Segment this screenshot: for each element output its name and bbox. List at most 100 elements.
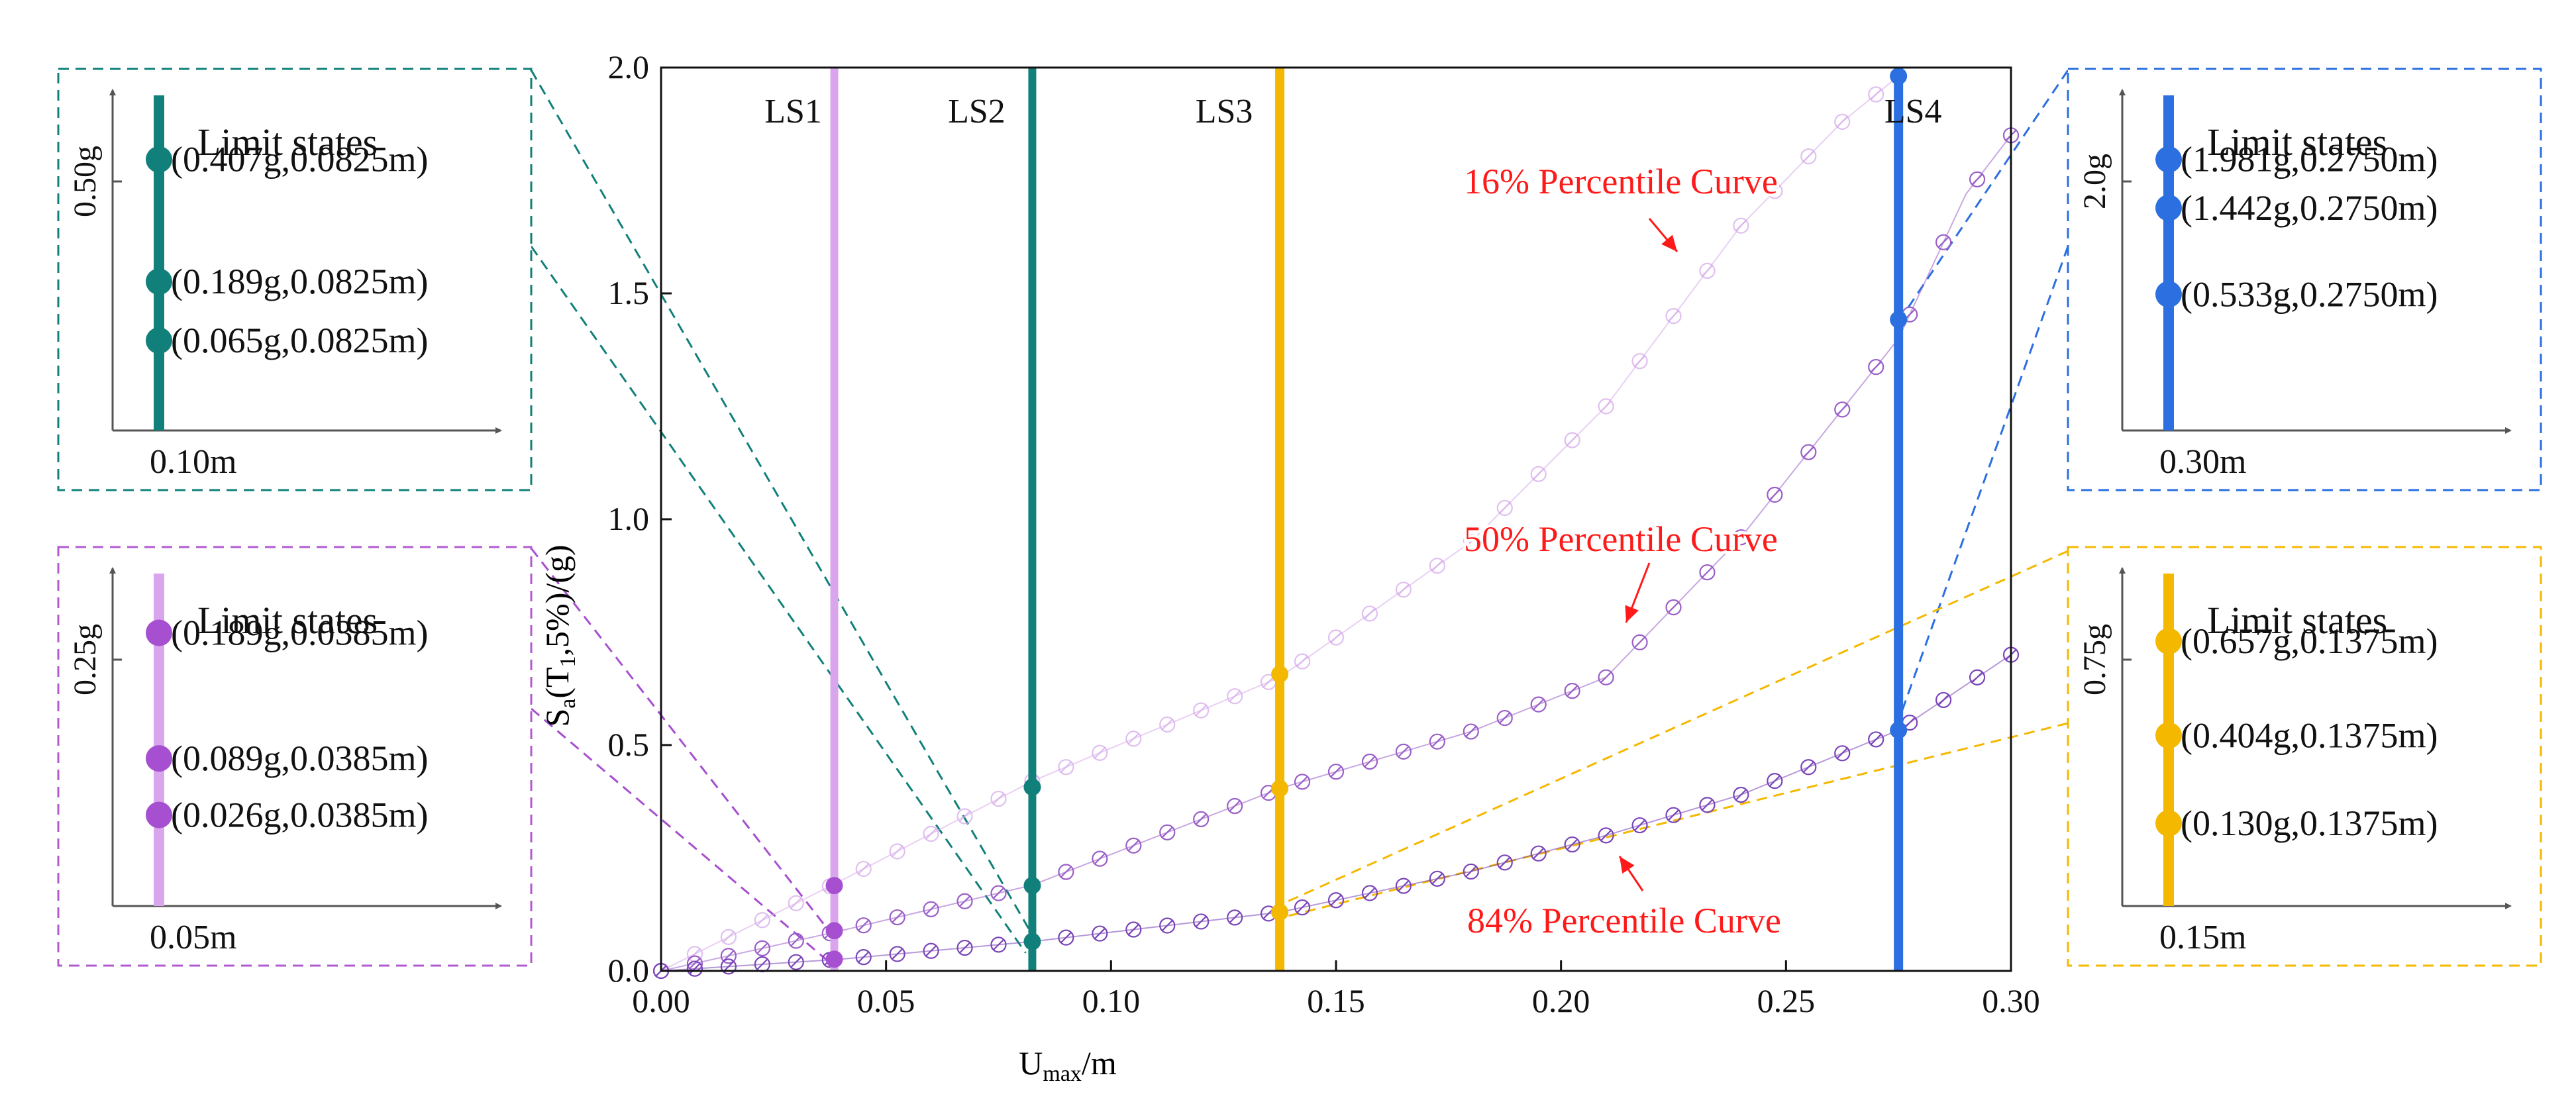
inset-ls2: 0.50g 0.10m Limit states(0.407g,0.0825m) (0… [57,68,533,491]
inset-y-tick-label: 2.0g [2077,154,2112,209]
limit-state-label-ls4: LS4 [1884,93,1942,130]
x-tick-label: 0.15 [1307,982,1365,1019]
data-point [788,954,804,970]
data-point-slash [1937,694,1949,706]
inset-connector-line [1900,246,2069,714]
inset-point-label: (0.189g,0.0825m) [171,262,428,301]
inset-title: Limit states [197,599,378,642]
data-point-slash [992,887,1005,899]
data-point [956,893,973,909]
data-point-slash [1296,776,1308,788]
data-point-slash [1667,310,1680,322]
data-point [1463,723,1479,740]
data-point [1767,486,1783,503]
data-point [990,885,1007,901]
data-point-slash [1566,685,1578,697]
data-point-slash [1735,219,1747,232]
data-point [1530,845,1547,862]
data-point-slash [1060,931,1072,944]
limit-state-point [825,877,843,895]
data-point [1227,688,1243,705]
inset-ls4: 2.0g 0.30m Limit states(1.981g,0.2750m) (1.… [2067,68,2542,491]
inset-y-tick-label: 0.50g [68,146,103,217]
inset-frame [2067,68,2542,491]
inset-point [146,801,172,829]
data-point [923,825,939,842]
x-tick-label: 0.30 [1982,982,2040,1019]
data-point [1800,759,1817,776]
data-point [720,948,737,964]
inset-frame [57,68,533,491]
inset-x-tick-label: 0.10m [150,443,236,481]
data-point [956,939,973,956]
data-point-slash [1094,927,1106,940]
data-point [1496,854,1513,871]
y-tick-label: 1.5 [608,274,650,311]
data-point-slash [891,948,903,960]
data-point-slash [1600,400,1612,413]
data-point-slash [1060,761,1072,773]
data-point [1159,824,1176,840]
data-point-slash [1161,919,1174,932]
curve-arrow-head [1620,856,1635,874]
data-point [1564,683,1580,699]
data-point-slash [1229,911,1241,924]
data-point [1598,669,1614,685]
data-point-slash [1161,719,1174,731]
data-point-slash [1769,185,1781,197]
data-point [1969,669,1986,685]
limit-state-label-ls3: LS3 [1196,93,1253,130]
x-axis-label: Umax/m [1019,1044,1117,1086]
data-point [1699,564,1716,581]
data-point [1564,432,1580,448]
data-point-slash [1802,761,1815,774]
inset-connectors [530,70,2069,963]
data-point [1767,773,1783,789]
data-point-slash [1465,866,1477,878]
data-point [1631,634,1648,650]
inset-point-label: (1.981g,0.2750m) [2181,140,2438,179]
limit-state-point [825,922,843,940]
data-point [1935,691,1952,709]
data-point [855,860,872,878]
data-point-slash [1195,704,1207,717]
data-point-slash [1802,446,1815,458]
data-point [1767,183,1783,199]
data-point-slash [1836,747,1849,760]
data-point-slash [1431,873,1443,885]
inset-point [146,745,172,772]
data-point-slash [857,951,870,963]
data-point [1294,653,1311,670]
main-plot: 0.00 0.05 0.10 0.15 0.20 0.25 0.30 0.0 0.5 1.0 1.5… [539,48,2040,1086]
data-point [855,917,872,934]
data-point-slash [756,942,768,954]
data-point-slash [1498,712,1511,724]
inset-x-tick-label: 0.15m [2159,919,2246,956]
data-point-slash [1633,636,1646,648]
data-point-slash [1364,607,1376,620]
series-2 [652,127,2020,980]
curve-label-p84: 84% Percentile Curve [1467,901,1781,940]
data-point-slash [689,962,701,975]
data-point [1834,401,1851,418]
data-point [1327,764,1345,780]
data-point [1227,909,1243,926]
data-point-slash [689,957,701,970]
x-tick-label: 0.00 [632,982,690,1019]
data-point-slash [1904,717,1916,729]
inset-point-label: (0.533g,0.2750m) [2181,274,2438,314]
data-point-slash [1532,698,1545,711]
inset-connector-line [1284,722,2069,918]
data-point [1800,148,1817,165]
limit-state-labels: LS1 LS2 LS3 LS4 [764,93,1941,130]
data-point-slash [1769,775,1781,787]
percentile-curves [652,76,2020,980]
data-point [1665,807,1682,823]
inset-frame [2067,546,2542,967]
data-point [1395,581,1412,598]
data-point-slash [1330,631,1342,644]
axis-ticks: 0.00 0.05 0.10 0.15 0.20 0.25 0.30 0.0 0.5 1.0 1.5… [608,48,2040,1019]
data-point [1125,837,1142,854]
data-point-slash [1870,733,1882,746]
